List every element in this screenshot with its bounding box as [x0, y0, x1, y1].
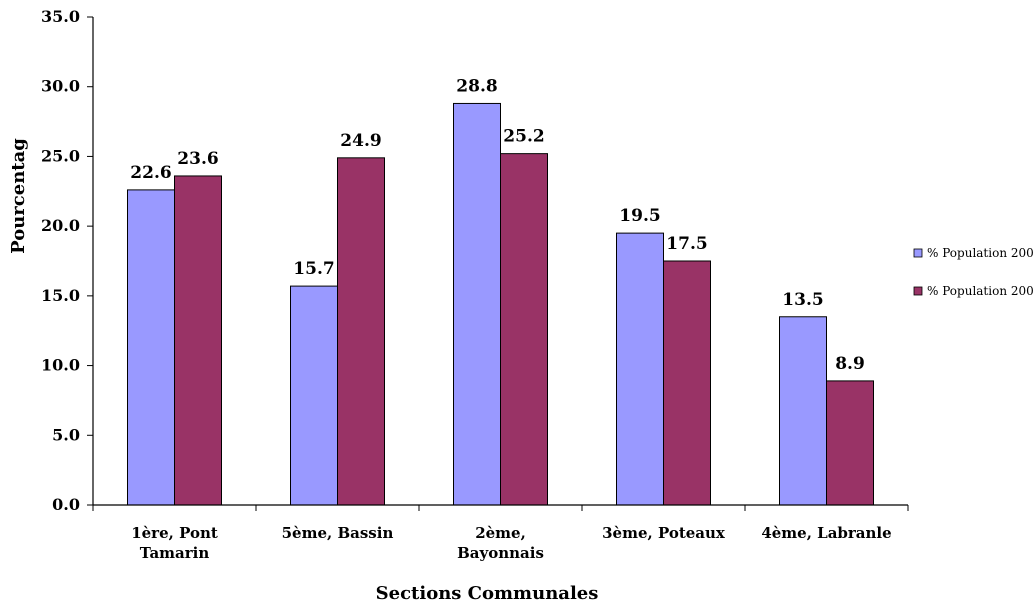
y-tick-label: 15.0	[41, 286, 80, 305]
bar	[453, 102, 501, 506]
y-axis-ticks: 0.0 5.0 10.0 15.0 20.0 25.0 30.0 35.0	[41, 7, 93, 514]
legend-swatch	[913, 248, 923, 258]
data-label: 13.5	[782, 290, 823, 310]
data-label: 17.5	[666, 234, 707, 254]
data-label: 25.2	[503, 127, 544, 147]
y-tick-label: 25.0	[41, 146, 80, 165]
x-tick-label: Bayonnais	[457, 544, 544, 562]
category-labels: 1ère, Pont Tamarin 5ème, Bassin 2ème, Bayonn…	[92, 505, 909, 562]
axes	[92, 17, 908, 506]
bar	[174, 175, 222, 506]
bar	[779, 316, 827, 506]
legend-swatch	[913, 286, 923, 296]
x-axis-title: Sections Communales	[376, 583, 599, 604]
bar	[337, 157, 385, 506]
data-label: 24.9	[340, 131, 381, 151]
x-tick-label: 3ème, Poteaux	[602, 524, 726, 542]
bar	[290, 285, 338, 506]
bar	[127, 189, 175, 506]
data-label: 28.8	[456, 76, 497, 96]
y-tick-label: 0.0	[52, 495, 80, 514]
x-tick-label: 2ème,	[475, 524, 526, 542]
bar	[500, 153, 548, 506]
y-axis-title: Pourcentag	[8, 138, 29, 254]
legend: % Population 2003 % Population 2009	[913, 246, 1034, 298]
x-tick-label: 5ème, Bassin	[282, 524, 394, 542]
x-tick-label: 4ème, Labranle	[761, 524, 891, 542]
y-tick-label: 35.0	[41, 7, 80, 26]
y-tick-label: 20.0	[41, 216, 80, 235]
bars	[127, 102, 874, 506]
data-labels: 22.6 23.6 15.7 24.9 28.8 25.2 19.5 17.5 13.5 8.9	[130, 76, 864, 373]
data-label: 8.9	[835, 354, 865, 374]
x-tick-label: 1ère, Pont	[131, 524, 218, 542]
bar	[663, 260, 711, 506]
bar	[826, 380, 874, 506]
y-tick-label: 10.0	[41, 356, 80, 375]
data-label: 23.6	[177, 149, 218, 169]
y-tick-label: 5.0	[52, 425, 80, 444]
x-tick-label: Tamarin	[140, 544, 210, 562]
legend-label: % Population 2003	[927, 246, 1034, 260]
data-label: 22.6	[130, 163, 171, 183]
data-label: 15.7	[293, 259, 334, 279]
y-tick-label: 30.0	[41, 77, 80, 96]
legend-label: % Population 2009	[927, 284, 1034, 298]
data-label: 19.5	[619, 206, 660, 226]
bar	[616, 232, 664, 506]
